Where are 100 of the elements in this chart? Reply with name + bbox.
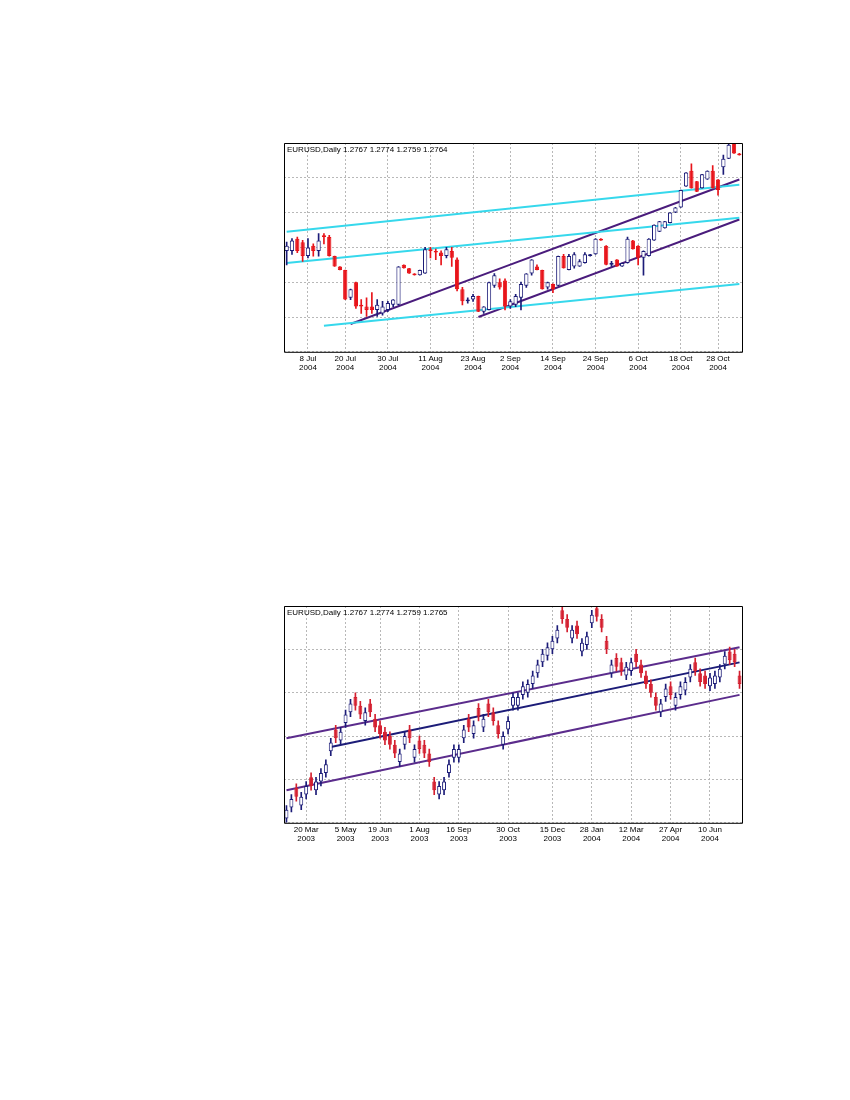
candlestick	[481, 714, 486, 733]
candlestick	[737, 670, 742, 689]
x-tick-label: 24 Sep 2004	[582, 353, 609, 373]
candlestick	[513, 294, 518, 307]
candlestick	[657, 220, 662, 233]
candlestick	[706, 170, 709, 180]
candlestick	[407, 724, 412, 743]
candlestick	[314, 776, 318, 795]
x-tick-label: 5 May 2003	[334, 824, 357, 844]
candlestick	[432, 776, 437, 795]
candlestick	[447, 759, 451, 778]
candlestick	[555, 625, 560, 644]
candlestick	[708, 672, 712, 691]
candlestick	[693, 657, 698, 676]
candlestick	[589, 610, 594, 629]
candlestick	[343, 269, 348, 300]
x-tick-label: 1 Aug 2003	[409, 824, 430, 844]
x-tick-label: 10 Jun 2004	[697, 824, 722, 844]
candlestick	[694, 180, 699, 193]
x-tick-label: 23 Aug 2004	[460, 353, 486, 373]
candlestick	[550, 636, 555, 655]
candlestick	[471, 720, 476, 739]
candlestick	[508, 299, 513, 309]
candlestick	[397, 748, 402, 767]
x-tick-label: 6 Oct 2004	[628, 353, 649, 373]
candlestick	[639, 659, 644, 678]
candlestick	[614, 653, 619, 672]
candlestick	[460, 287, 465, 306]
candlestick	[560, 606, 565, 624]
candlestick	[422, 740, 427, 759]
candlestick	[625, 236, 630, 264]
x-tick-label: 8 Jul 2004	[299, 353, 318, 373]
candlestick	[289, 794, 294, 813]
candlestick	[382, 727, 387, 746]
x-tick-label: 20 Jul 2004	[334, 353, 357, 373]
candlestick	[496, 720, 501, 739]
candlestick	[678, 681, 683, 700]
candlestick	[511, 692, 515, 711]
candlestick	[442, 776, 447, 795]
x-tick-label: 16 Sep 2003	[446, 824, 473, 844]
candlestick	[658, 698, 663, 717]
candlestick	[294, 783, 299, 802]
candlestick	[683, 677, 688, 696]
candlestick	[619, 657, 624, 676]
candlestick	[575, 620, 579, 639]
chart-title: EURUSD,Daily 1.2767 1.2774 1.2759 1.2765	[287, 608, 449, 618]
x-tick-label: 28 Jan 2004	[579, 824, 604, 844]
x-tick-label: 30 Jul 2004	[377, 353, 399, 373]
chart-title: EURUSD,Daily 1.2767 1.2774 1.2759 1.2764	[287, 145, 449, 155]
candlestick	[624, 662, 629, 681]
candlestick	[561, 254, 566, 269]
candlestick	[486, 698, 491, 717]
candlestick	[449, 247, 454, 267]
candlestick	[525, 679, 530, 698]
x-tick-label: 15 Dec 2003	[539, 824, 566, 844]
candlestick	[688, 664, 693, 683]
candlestick	[380, 301, 385, 316]
candlestick	[535, 659, 540, 678]
candlestick	[364, 297, 369, 317]
x-tick-label: 2 Sep 2004	[499, 353, 522, 373]
candlestick	[461, 724, 466, 743]
candlestick	[417, 735, 422, 754]
candlestick	[333, 724, 338, 743]
candlestick	[492, 273, 497, 288]
candlestick	[663, 683, 668, 702]
candlestick	[572, 252, 577, 269]
candlestick	[668, 681, 673, 700]
candlestick	[316, 233, 321, 257]
x-tick-label: 19 Jun 2003	[368, 824, 393, 844]
candlestick	[644, 670, 648, 689]
candlestick	[530, 670, 535, 689]
x-tick-label: 18 Oct 2004	[668, 353, 694, 373]
x-tick-label: 11 Aug 2004	[418, 353, 443, 373]
candlestick	[476, 295, 481, 313]
candlestick	[599, 614, 604, 633]
candlestick	[662, 220, 667, 229]
candlestick	[353, 692, 358, 711]
candlestick	[689, 163, 694, 189]
candlestick	[332, 255, 337, 267]
candlestick	[343, 709, 348, 728]
candlestick	[556, 255, 561, 287]
x-tick-label: 12 Mar 2004	[618, 824, 644, 844]
candlestick	[396, 266, 401, 306]
candlestick	[466, 714, 471, 733]
candlestick	[579, 638, 584, 657]
candlestick	[284, 805, 289, 823]
candlestick	[732, 649, 737, 668]
candlestick	[427, 748, 432, 767]
candlestick	[348, 288, 353, 300]
candlestick	[641, 250, 646, 276]
candlestick	[540, 649, 545, 668]
candlestick	[378, 720, 382, 739]
candlestick	[444, 247, 449, 259]
candlestick	[577, 259, 582, 267]
candlestick	[604, 636, 609, 655]
candlestick	[358, 701, 363, 720]
x-tick-label: 20 Mar 2003	[293, 824, 319, 844]
candlestick	[727, 646, 732, 665]
candlestick	[598, 238, 603, 241]
candlestick	[491, 707, 496, 726]
